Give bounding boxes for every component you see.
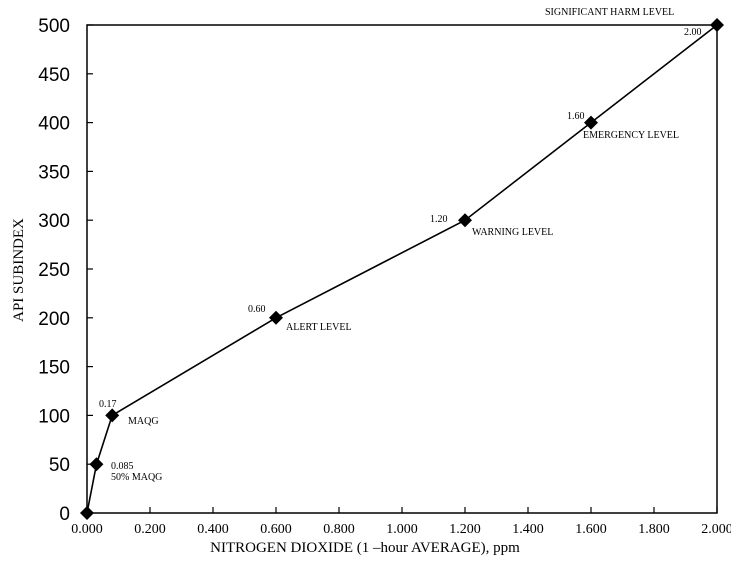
x-tick-label: 1.200 xyxy=(449,522,481,537)
x-tick-label: 0.000 xyxy=(71,522,103,537)
y-tick-label: 0 xyxy=(59,504,70,525)
y-tick-label: 200 xyxy=(38,309,70,330)
annotation-maqg: MAQG xyxy=(128,416,159,427)
annotation-1.20: 1.20 xyxy=(430,214,448,225)
annotation-significant-harm-level: SIGNIFICANT HARM LEVEL xyxy=(545,7,674,18)
annotation-2.00: 2.00 xyxy=(684,27,702,38)
y-tick-label: 400 xyxy=(38,114,70,135)
x-tick-label: 0.400 xyxy=(197,522,229,537)
data-point-marker xyxy=(584,115,598,130)
annotation-warning-level: WARNING LEVEL xyxy=(472,227,553,238)
data-point-marker xyxy=(80,506,94,520)
annotation-1.60: 1.60 xyxy=(567,111,585,122)
y-axis-title: API SUBINDEX xyxy=(11,218,27,322)
x-tick-label: 1.000 xyxy=(386,522,418,537)
y-tick-label: 450 xyxy=(38,65,70,86)
annotation-0.085: 0.085 xyxy=(111,461,134,472)
x-tick-label: 0.600 xyxy=(260,522,292,537)
annotation-50-percent-maqg: 50% MAQG xyxy=(111,472,162,483)
series-layer xyxy=(80,18,724,520)
annotation-alert-level: ALERT LEVEL xyxy=(286,322,352,333)
data-point-marker xyxy=(89,457,104,472)
y-tick-label: 350 xyxy=(38,162,70,183)
y-axis-ticks: 0 50 100 150 200 250 300 350 400 450 500 xyxy=(38,16,93,525)
annotation-emergency-level: EMERGENCY LEVEL xyxy=(583,130,679,141)
x-tick-label: 1.800 xyxy=(638,522,670,537)
x-tick-label: 2.000 xyxy=(701,522,731,537)
y-tick-label: 300 xyxy=(38,211,70,232)
x-tick-label: 1.400 xyxy=(512,522,544,537)
series-line xyxy=(86,24,718,514)
data-point-marker xyxy=(710,18,724,32)
x-axis-title: NITROGEN DIOXIDE (1 –hour AVERAGE), ppm xyxy=(210,540,520,556)
y-tick-label: 50 xyxy=(49,455,70,476)
x-axis-ticks: 0.000 0.200 0.400 0.600 0.800 1.000 1.200 1.400… xyxy=(71,507,731,537)
y-tick-label: 500 xyxy=(38,16,70,37)
annotation-0.60: 0.60 xyxy=(248,304,266,315)
data-point-marker xyxy=(105,408,120,423)
annotation-0.17: 0.17 xyxy=(99,399,117,410)
x-tick-label: 0.200 xyxy=(134,522,166,537)
x-tick-label: 0.800 xyxy=(323,522,355,537)
data-point-marker xyxy=(458,213,472,228)
annotations: 0.085 50% MAQG 0.17 MAQG 0.60 ALERT LEVE… xyxy=(99,7,702,483)
data-point-marker xyxy=(269,310,283,325)
y-tick-label: 150 xyxy=(38,358,70,379)
y-tick-label: 250 xyxy=(38,260,70,281)
y-tick-label: 100 xyxy=(38,406,70,427)
x-tick-label: 1.600 xyxy=(575,522,607,537)
